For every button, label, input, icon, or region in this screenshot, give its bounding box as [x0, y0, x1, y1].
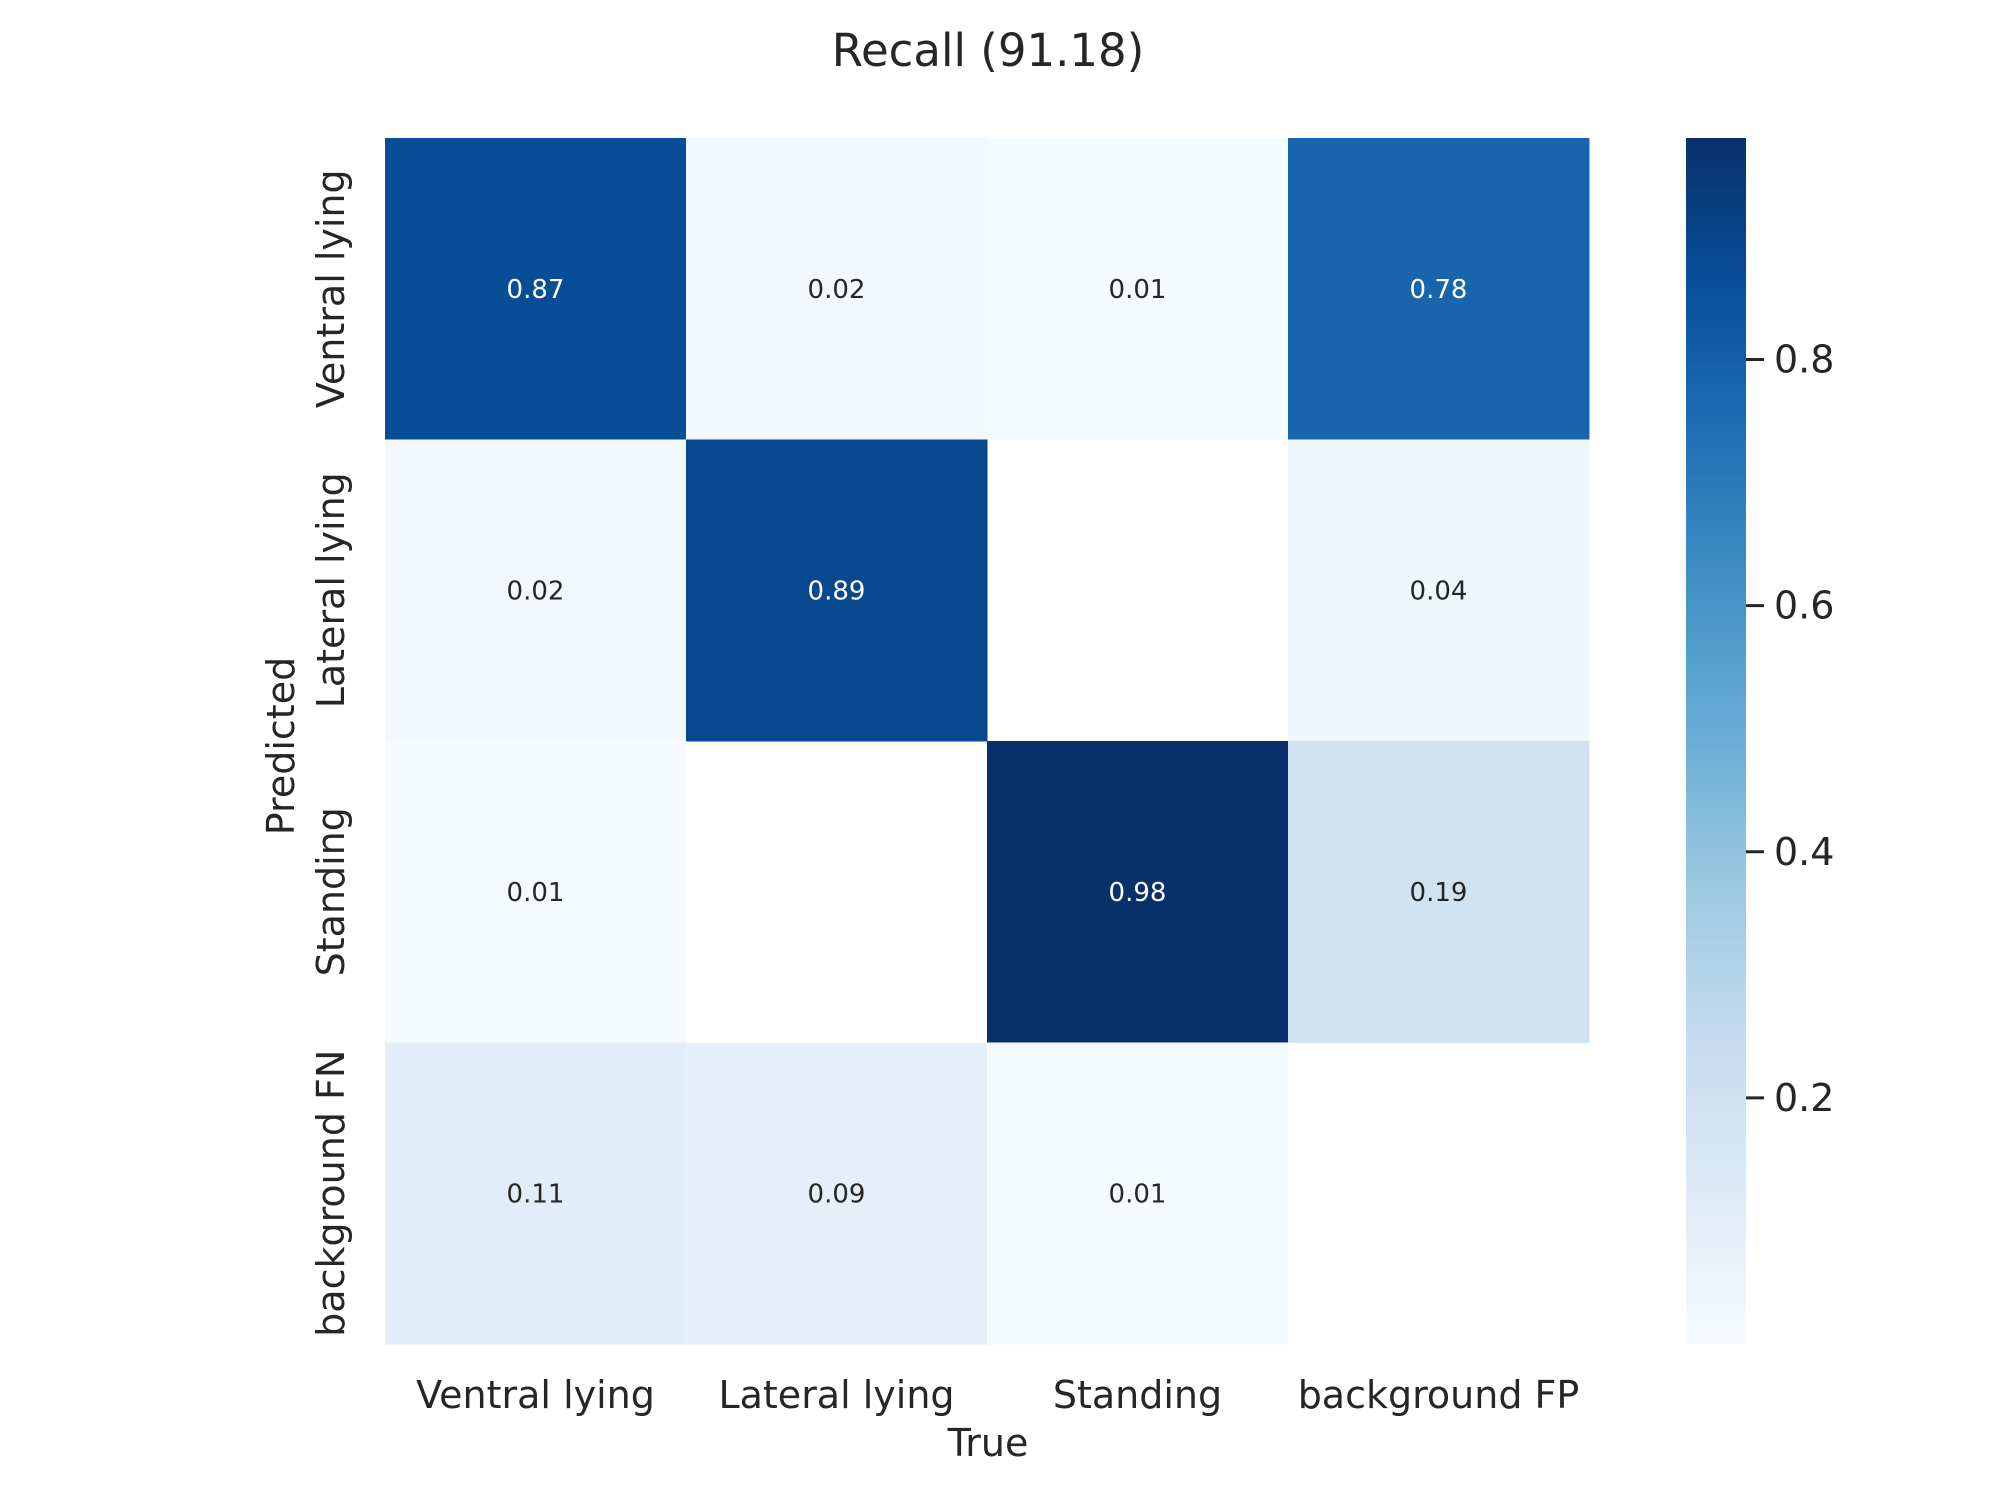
- cell-value-label: 0.02: [507, 576, 565, 606]
- y-tick-label: Standing: [309, 807, 353, 976]
- colorbar-tick-label: 0.2: [1774, 1076, 1834, 1120]
- colorbar: [1686, 138, 1746, 1344]
- heatmap-cell: [1288, 138, 1590, 440]
- heatmap-cell: [686, 1042, 988, 1345]
- cell-value-label: 0.01: [1109, 275, 1167, 305]
- heatmap-cell: [1288, 439, 1590, 742]
- colorbar-tick-label: 0.6: [1774, 584, 1834, 628]
- cell-value-label: 0.78: [1410, 275, 1468, 305]
- y-axis-label: Predicted: [259, 657, 303, 835]
- x-tick-label: Ventral lying: [416, 1373, 655, 1417]
- cell-value-label: 0.19: [1410, 878, 1468, 908]
- cell-value-label: 0.11: [507, 1179, 565, 1209]
- cell-value-label: 0.02: [808, 275, 866, 305]
- heatmap-cell: [686, 439, 988, 742]
- heatmap-cell: [987, 138, 1289, 440]
- chart-title: Recall (91.18): [832, 24, 1145, 77]
- x-axis-label: True: [947, 1421, 1029, 1465]
- heatmap-cell: [987, 741, 1289, 1043]
- y-tick-label: Ventral lying: [309, 169, 353, 408]
- cell-value-label: 0.89: [808, 576, 866, 606]
- x-tick-labels: Ventral lying Lateral lying Standing backgr…: [416, 1373, 1579, 1417]
- colorbar-tick-label: 0.4: [1774, 830, 1834, 874]
- heatmap-cell: [385, 439, 687, 742]
- heatmap-cell: [385, 741, 687, 1043]
- heatmap-cell: [1288, 741, 1590, 1043]
- cell-value-label: 0.09: [808, 1179, 866, 1209]
- y-tick-labels: Ventral lying Lateral lying Standing backgr…: [309, 169, 353, 1336]
- cell-value-label: 0.01: [1109, 1179, 1167, 1209]
- cell-value-label: 0.04: [1410, 576, 1468, 606]
- heatmap-cell: [987, 1042, 1289, 1345]
- y-tick-label: Lateral lying: [309, 472, 353, 708]
- cell-value-label: 0.01: [507, 878, 565, 908]
- x-tick-label: Standing: [1053, 1373, 1222, 1417]
- colorbar-tick-label: 0.8: [1774, 338, 1834, 382]
- x-tick-label: Lateral lying: [718, 1373, 954, 1417]
- cell-value-label: 0.98: [1109, 878, 1167, 908]
- cell-value-label: 0.87: [507, 275, 565, 305]
- heatmap-cell: [385, 1042, 687, 1345]
- heatmap-cell: [385, 138, 687, 440]
- x-tick-label: background FP: [1298, 1373, 1580, 1417]
- colorbar-ticks: 0.2 0.4 0.6 0.8: [1746, 338, 1834, 1120]
- heatmap-cells: [385, 138, 1590, 1345]
- heatmap-cell: [686, 138, 988, 440]
- heatmap-cell-labels: 0.87 0.02 0.01 0.78 0.02 0.89 0.04 0.01 0.98 0.19…: [507, 275, 1468, 1210]
- y-tick-label: background FN: [309, 1050, 353, 1337]
